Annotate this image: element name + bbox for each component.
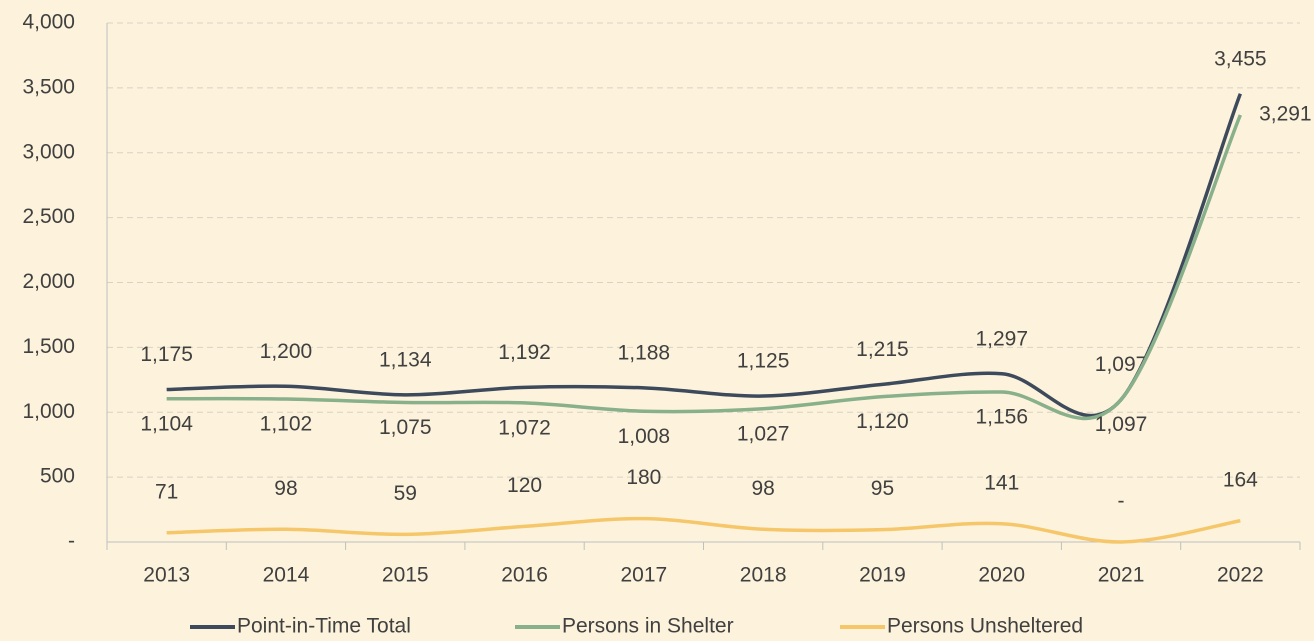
y-tick-label: 1,500 — [22, 335, 75, 358]
data-label: 1,120 — [856, 410, 909, 433]
legend-label: Point-in-Time Total — [237, 615, 411, 638]
y-tick-label: 2,500 — [22, 205, 75, 228]
data-label: 1,104 — [140, 412, 193, 435]
x-tick-label: 2019 — [859, 564, 906, 587]
data-label: 120 — [507, 474, 542, 497]
y-tick-label: 2,000 — [22, 270, 75, 293]
data-label: 95 — [871, 477, 894, 500]
data-label: 98 — [274, 477, 297, 500]
x-tick-label: 2018 — [740, 564, 787, 587]
x-tick-label: 2022 — [1217, 564, 1264, 587]
data-label: 141 — [984, 471, 1019, 494]
y-tick-label: 3,000 — [22, 140, 75, 163]
data-label: - — [1118, 490, 1125, 513]
y-tick-label: - — [68, 530, 75, 553]
x-tick-label: 2016 — [501, 564, 548, 587]
x-tick-label: 2020 — [978, 564, 1025, 587]
data-label: 71 — [155, 480, 178, 503]
x-tick-label: 2017 — [620, 564, 667, 587]
data-label: 1,097 — [1095, 353, 1148, 376]
data-label: 180 — [626, 466, 661, 489]
series-line — [166, 516, 1241, 544]
data-label: 1,175 — [140, 343, 193, 366]
data-label: 1,156 — [975, 406, 1028, 429]
data-label: 1,097 — [1095, 413, 1148, 436]
data-label: 1,215 — [856, 338, 909, 361]
data-label: 1,297 — [975, 327, 1028, 350]
y-tick-label: 1,000 — [22, 400, 75, 423]
data-label: 1,125 — [737, 350, 790, 373]
series-line — [166, 93, 1242, 418]
data-label: 1,192 — [498, 341, 551, 364]
data-label: 98 — [751, 477, 774, 500]
data-label: 3,291 — [1259, 103, 1312, 126]
y-tick-label: 3,500 — [22, 75, 75, 98]
data-label: 1,072 — [498, 416, 551, 439]
data-label: 59 — [394, 482, 417, 505]
series-line — [166, 114, 1242, 421]
x-tick-label: 2013 — [143, 564, 190, 587]
data-label: 1,200 — [260, 340, 313, 363]
data-label: 1,102 — [260, 413, 313, 436]
data-label: 164 — [1223, 468, 1258, 491]
data-label: 3,455 — [1214, 47, 1267, 70]
data-label: 1,027 — [737, 422, 790, 445]
data-label: 1,134 — [379, 348, 432, 371]
data-label: 1,188 — [618, 341, 671, 364]
x-tick-label: 2014 — [263, 564, 310, 587]
y-tick-label: 500 — [40, 465, 75, 488]
data-label: 1,075 — [379, 416, 432, 439]
data-label: 1,008 — [618, 425, 671, 448]
x-tick-label: 2021 — [1098, 564, 1145, 587]
y-tick-label: 4,000 — [22, 11, 75, 34]
legend-label: Persons Unsheltered — [887, 615, 1083, 638]
x-tick-label: 2015 — [382, 564, 429, 587]
legend-label: Persons in Shelter — [562, 615, 734, 638]
